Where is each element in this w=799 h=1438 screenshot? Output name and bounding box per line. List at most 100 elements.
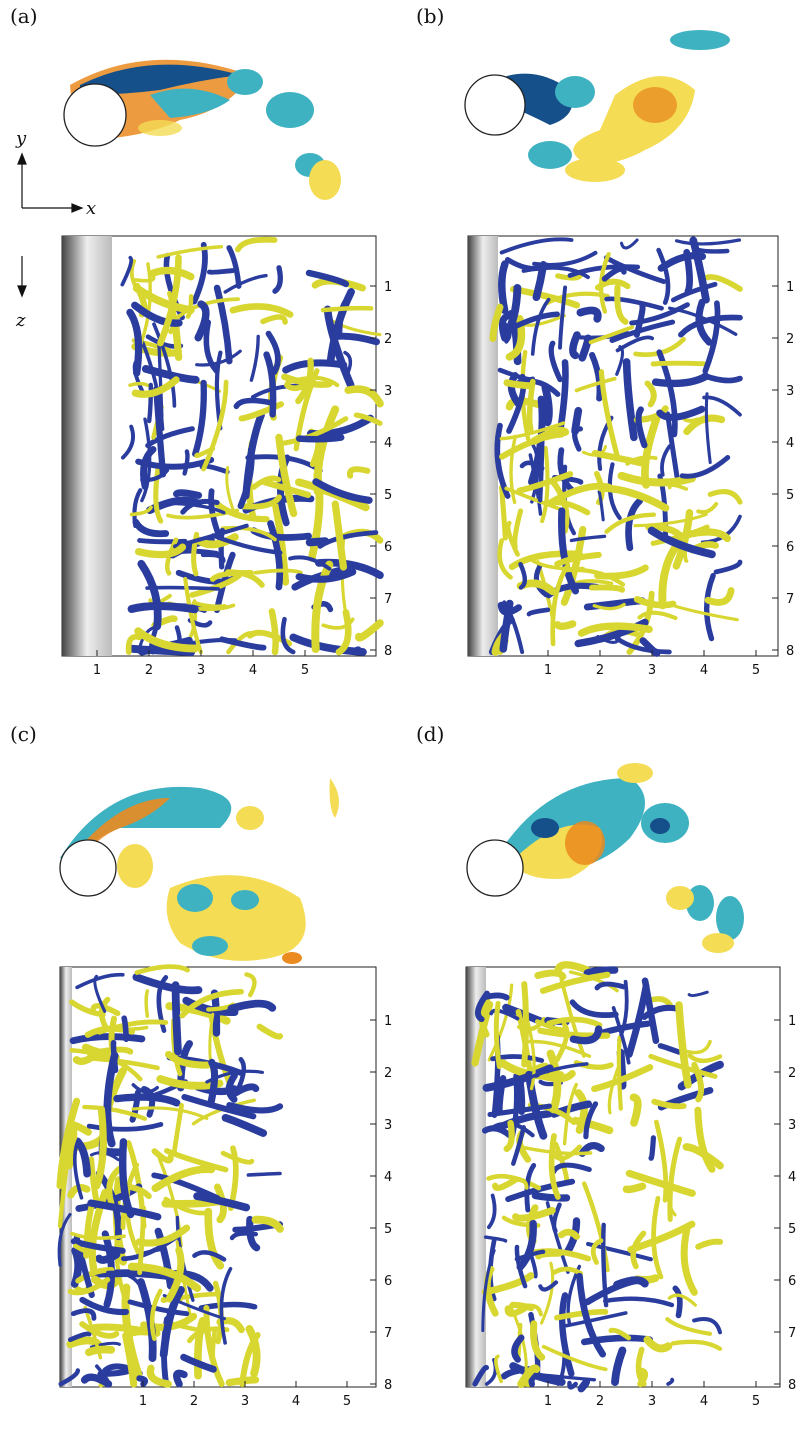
vortex-tube: [164, 537, 179, 576]
vortex-tube: [315, 558, 384, 579]
vortex-tube: [353, 412, 383, 426]
vortex-tube: [67, 1276, 111, 1296]
vortex-tube: [541, 1344, 608, 1372]
vortex-tube: [519, 460, 545, 471]
vortex-tube: [279, 416, 349, 446]
vortex-tube: [136, 1375, 149, 1388]
vortex-tube: [69, 1033, 146, 1045]
vortex-tube: [331, 332, 380, 346]
vortex-tube: [246, 1171, 282, 1177]
vortex-tube: [127, 1262, 202, 1293]
vortex-tube: [140, 339, 165, 431]
vortex-tube: [607, 462, 622, 521]
vortex-tube: [251, 475, 282, 490]
vortex-tube: [82, 1104, 148, 1121]
x-axis-label: x: [86, 198, 97, 219]
vortex-tube: [225, 1072, 238, 1103]
x-axis-ticks: 1 2 3 4 5: [93, 650, 309, 678]
vortex-tube: [499, 484, 508, 541]
vortex-tube: [153, 465, 164, 524]
cross-section-contours: [17, 59, 341, 298]
vortex-tube: [95, 1250, 121, 1264]
vortex-tube: [132, 518, 170, 538]
x-tick-label: 2: [596, 1394, 604, 1409]
z-tick-label: 4: [786, 436, 794, 451]
vortex-tube: [120, 424, 135, 460]
vortex-tube: [551, 1202, 562, 1233]
vortex-tube: [350, 646, 362, 655]
vortex-tube: [272, 502, 290, 586]
vortex-tube: [534, 969, 567, 981]
vortex-tube: [88, 1188, 109, 1274]
vortex-tube: [165, 1246, 185, 1303]
vortex-tube: [551, 1266, 584, 1276]
vortex-tube: [171, 981, 182, 1056]
vortex-tube: [240, 494, 282, 510]
vortex-tube: [225, 466, 235, 512]
vortex-tube: [311, 560, 334, 653]
z-tick-label: 6: [384, 1274, 392, 1289]
vortex-tube: [207, 1058, 219, 1105]
vortex-tube: [122, 1332, 138, 1388]
vortex-tube: [335, 608, 352, 656]
vortex-tube: [288, 555, 332, 571]
vortex-tube: [483, 1235, 508, 1243]
vortex-tube: [651, 372, 710, 388]
vortex-tube: [609, 319, 676, 343]
vortex-tube: [131, 301, 183, 327]
vortex-tube: [521, 981, 529, 1068]
vortex-tube: [494, 1354, 503, 1384]
vortex-tube: [596, 634, 621, 644]
vortex-tube: [214, 1183, 227, 1224]
panel-c: (c) 1 2 3 4 5 1 2 3 4 5 6 7 8: [0, 718, 400, 1436]
vortex-tube: [181, 1094, 257, 1120]
vortex-tube: [295, 434, 345, 443]
vortex-tube: [201, 379, 229, 472]
vortex-tube: [704, 587, 735, 606]
vortex-tube: [159, 1286, 185, 1359]
vortex-tube: [576, 306, 602, 323]
vortex-tube: [508, 550, 583, 571]
vortex-tube: [648, 1053, 718, 1079]
vortex-tube: [707, 489, 743, 505]
vortex-tube: [689, 236, 710, 304]
vortex-tube: [692, 1316, 722, 1335]
vortex-tube: [541, 383, 553, 427]
vortex-tube: [79, 1296, 130, 1316]
vortex-tube: [574, 376, 617, 393]
vortex-tube: [205, 1069, 265, 1084]
vortex-tube: [557, 1228, 580, 1240]
z-tick-label: 2: [788, 1066, 796, 1081]
z-tick-label: 5: [788, 1222, 796, 1237]
vortex-tubes: [471, 961, 724, 1393]
vortex-tube: [565, 1311, 628, 1328]
z-tick-label: 8: [384, 644, 392, 659]
vortex-tubes: [56, 964, 284, 1388]
panel-a: (a) y x z: [0, 0, 400, 718]
vortex-tube: [562, 1082, 578, 1146]
vortex-tube: [506, 373, 527, 434]
vortex-tube: [180, 498, 220, 515]
vortex-tube: [85, 1345, 116, 1357]
vortex-tube: [137, 559, 162, 631]
cylinder-cross-section: [466, 839, 524, 897]
vortex-tube: [260, 314, 288, 325]
vortex-tube: [548, 1133, 561, 1200]
vortex-tube: [125, 633, 143, 655]
vortex-tube: [526, 607, 551, 617]
contour-field: [490, 763, 744, 953]
vortex-tube: [509, 434, 517, 504]
vortex-tube: [695, 298, 713, 346]
vortex-tube: [191, 1098, 256, 1126]
vortex-tube: [164, 1148, 229, 1173]
z-tick-label: 4: [384, 1170, 392, 1185]
z-tick-label: 4: [788, 1170, 796, 1185]
vortex-tube: [514, 1249, 546, 1262]
vortex-tube: [651, 1098, 687, 1110]
vortex-tube: [72, 1051, 99, 1065]
vortex-tube: [604, 296, 664, 311]
vortex-tube: [90, 1275, 121, 1290]
vortex-tube: [478, 995, 491, 1038]
vortex-tube: [656, 405, 706, 421]
vortex-tube: [326, 288, 355, 367]
